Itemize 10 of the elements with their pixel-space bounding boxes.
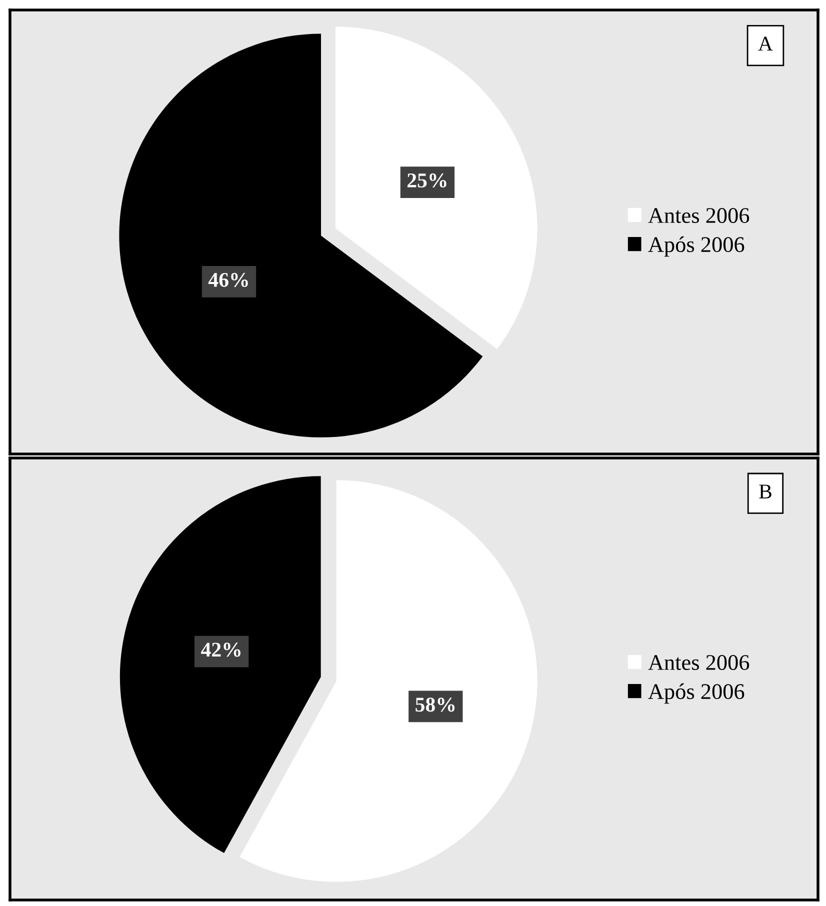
data-label: 25% [408, 173, 446, 188]
data-label: 58% [416, 698, 455, 712]
legend-label: Após 2006 [648, 683, 744, 704]
legend-label: Antes 2006 [648, 655, 750, 670]
data-label: 46% [208, 272, 248, 288]
chart-title: B [759, 484, 772, 498]
legend-label: Após 2006 [648, 236, 744, 257]
data-label: 42% [201, 642, 240, 657]
chart-title: A [758, 36, 773, 51]
legend-label: Antes 2006 [648, 208, 750, 224]
